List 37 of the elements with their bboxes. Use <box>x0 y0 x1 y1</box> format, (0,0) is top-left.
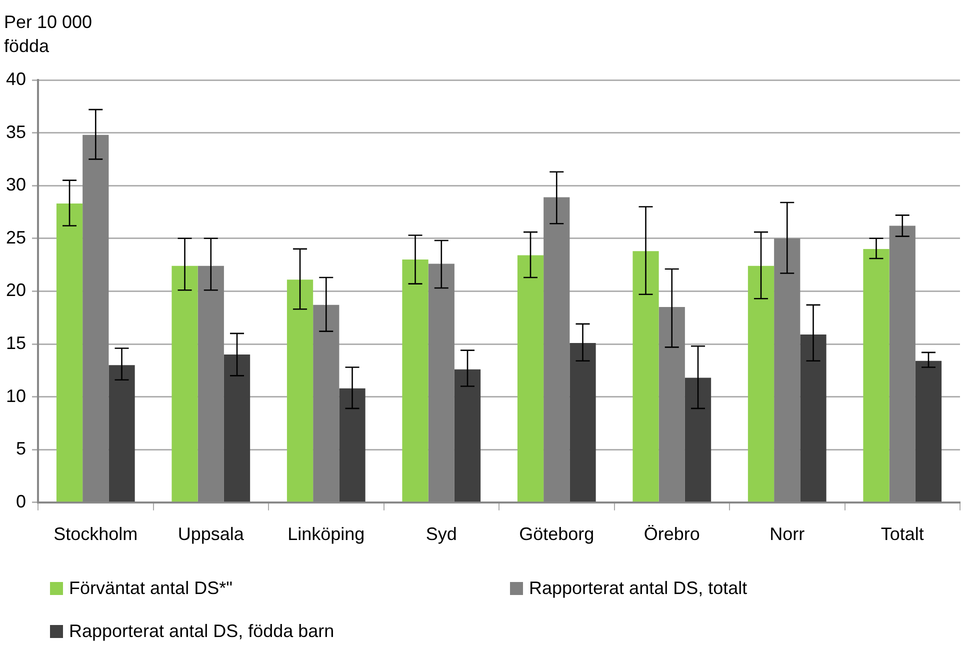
bar <box>172 266 198 502</box>
bar <box>56 204 83 502</box>
bar <box>339 388 366 502</box>
legend-label: Förväntat antal DS*" <box>69 578 232 599</box>
legend-label: Rapporterat antal DS, totalt <box>529 578 748 599</box>
bar <box>224 354 250 502</box>
bar <box>863 248 890 502</box>
bar <box>748 266 774 502</box>
y-axis-title: Per 10 000 födda <box>4 11 92 58</box>
y-tick-label: 40 <box>6 68 26 89</box>
y-tick-label: 30 <box>6 174 26 195</box>
x-tick-label: Norr <box>770 524 805 544</box>
bar <box>800 334 826 502</box>
bar <box>454 369 481 502</box>
y-tick-label: 25 <box>6 227 26 248</box>
bar <box>915 360 942 502</box>
y-tick-label: 35 <box>6 122 26 142</box>
y-tick-label: 20 <box>6 280 26 300</box>
y-tick-label: 5 <box>16 438 26 459</box>
bar <box>570 342 596 502</box>
x-tick-label: Totalt <box>880 524 924 544</box>
y-tick-label: 10 <box>6 386 26 406</box>
bar <box>517 255 544 502</box>
y-tick-label: 15 <box>6 332 26 353</box>
y-tick-label: 0 <box>16 491 26 512</box>
x-tick-label: Örebro <box>644 524 700 544</box>
x-tick-label: Linköping <box>288 524 365 544</box>
legend-label: Rapporterat antal DS, födda barn <box>69 621 334 642</box>
x-tick-label: Uppsala <box>178 524 245 544</box>
x-tick-label: Göteborg <box>519 524 594 544</box>
bar <box>402 260 428 502</box>
bar <box>108 365 135 502</box>
x-tick-label: Stockholm <box>54 524 138 544</box>
x-tick-label: Syd <box>426 524 457 544</box>
bar <box>684 378 712 502</box>
bar <box>632 251 659 502</box>
bar <box>286 280 314 502</box>
